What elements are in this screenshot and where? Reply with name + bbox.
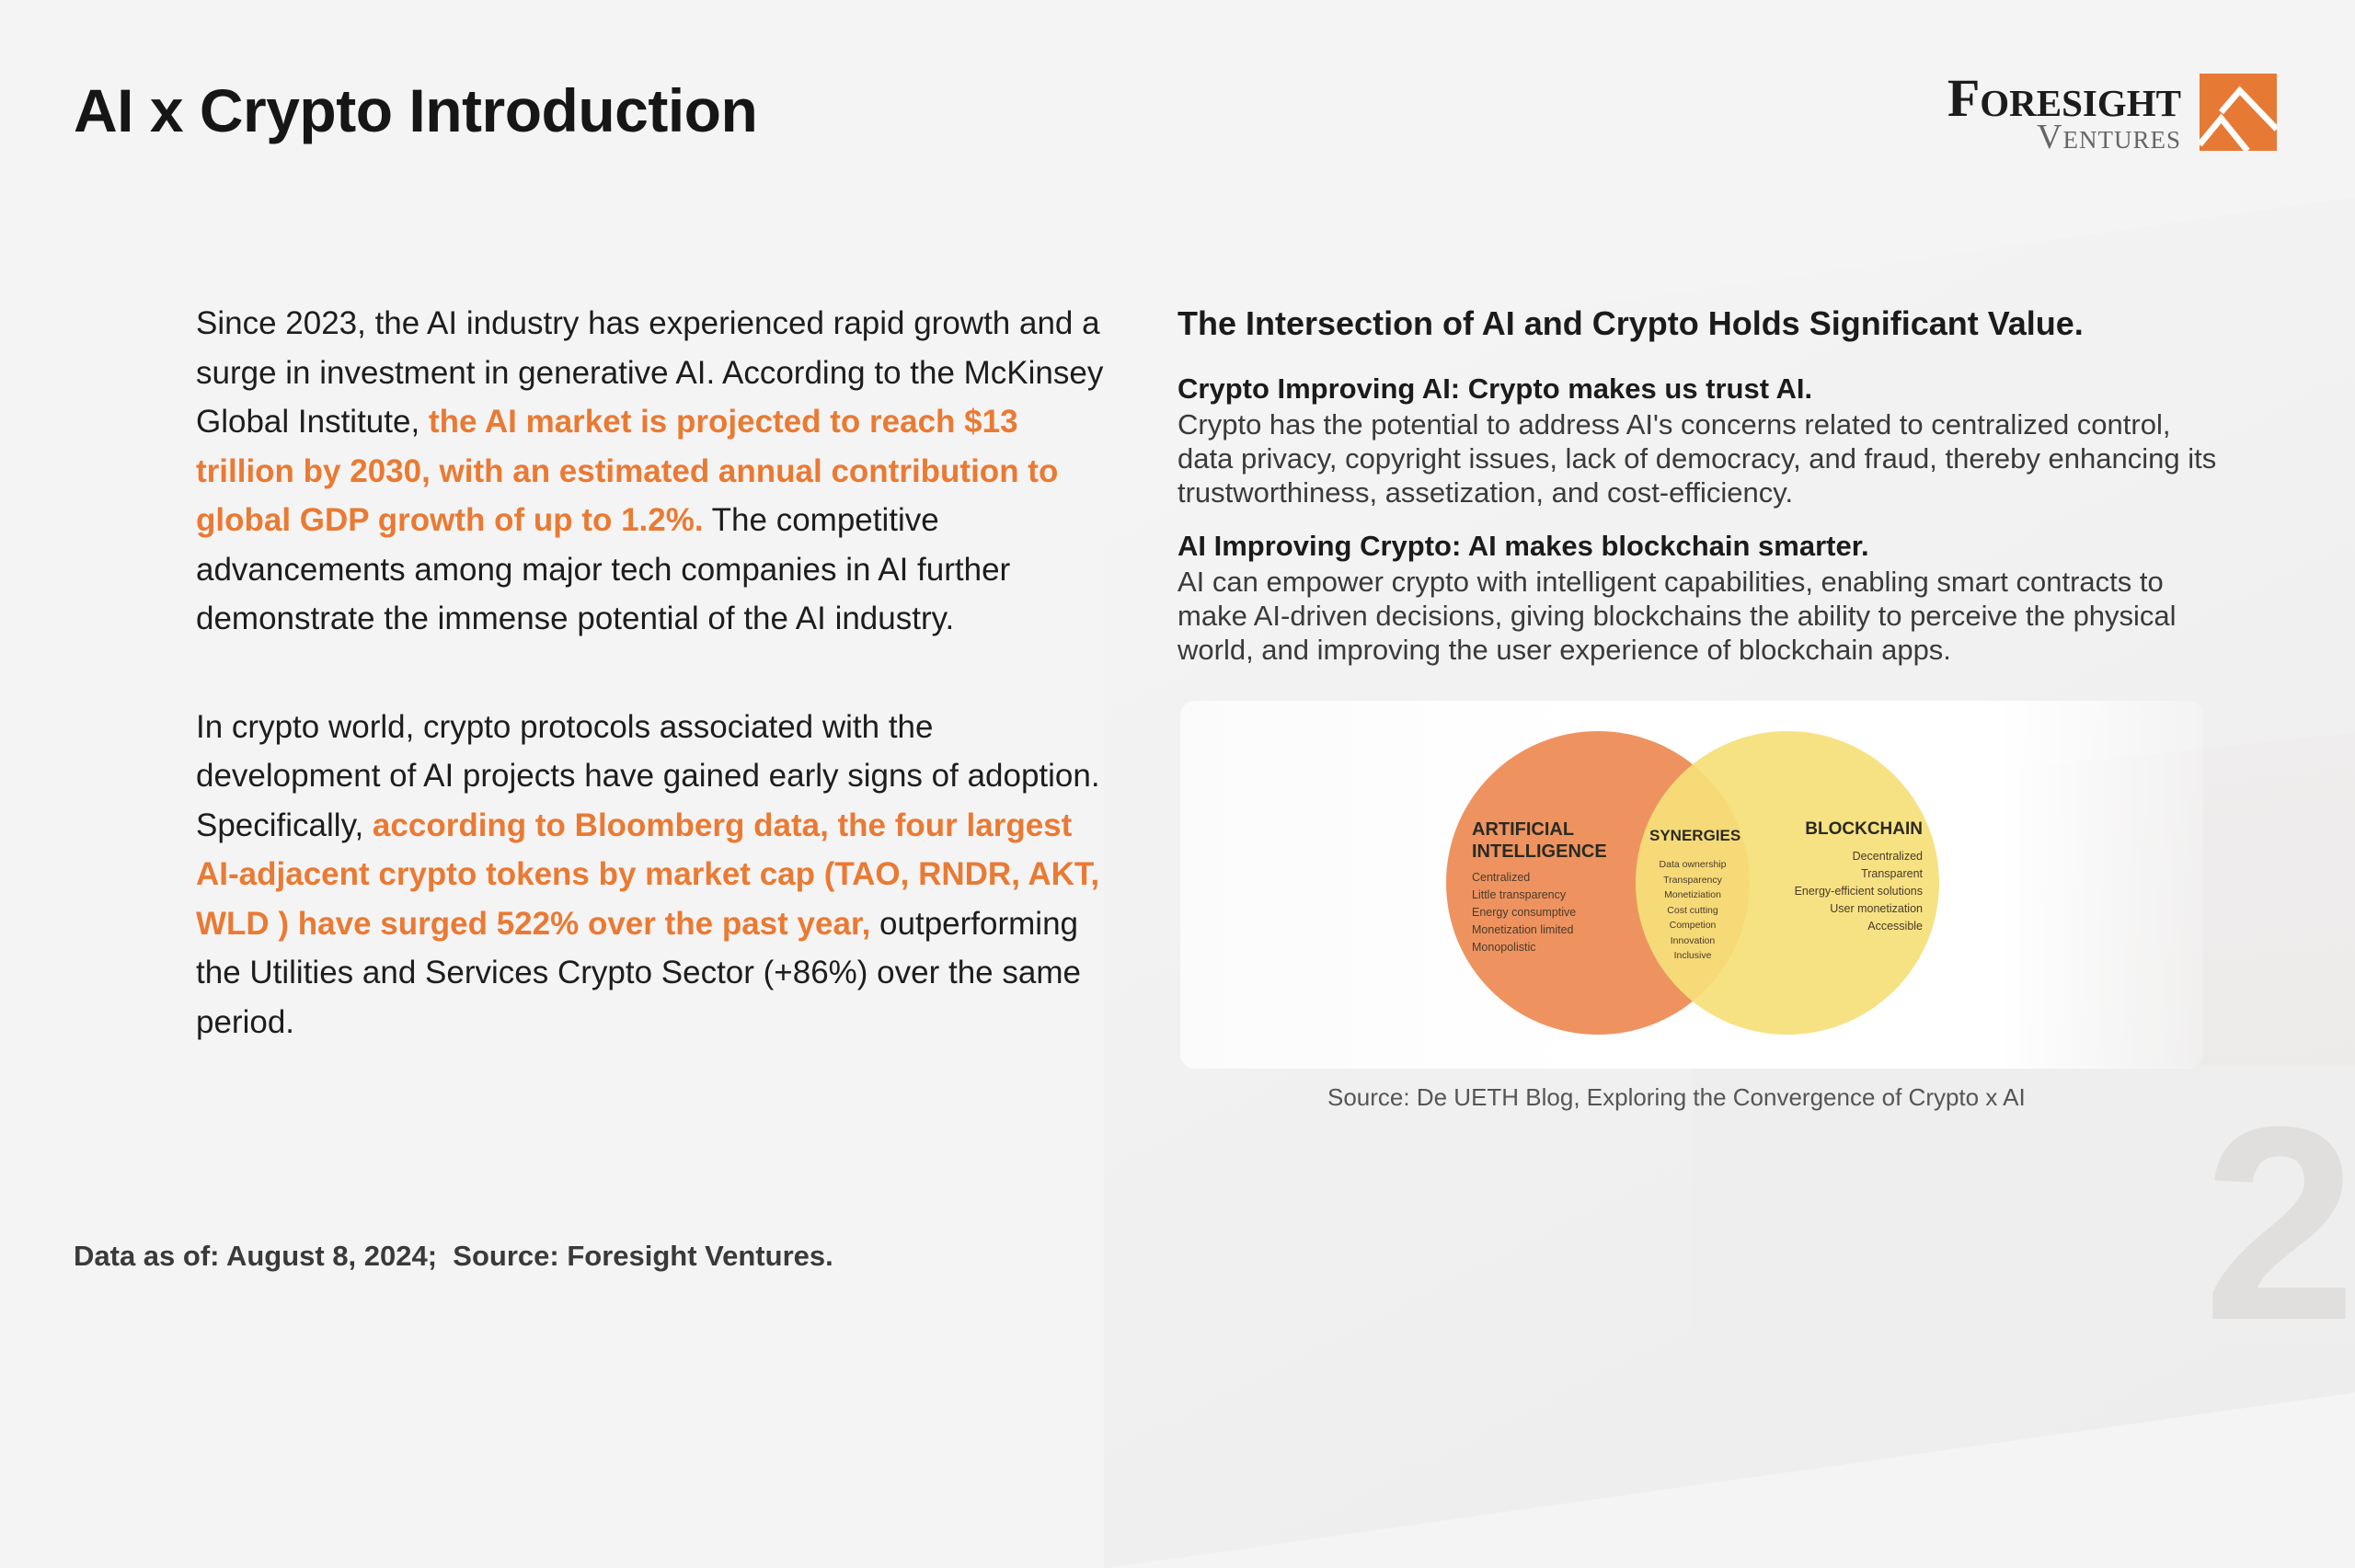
page-number: 2 [2203, 1069, 2355, 1378]
venn-synergies-list: Data ownership Transparency Monetiziatio… [1647, 857, 1739, 964]
intersection-heading: The Intersection of AI and Crypto Holds … [1178, 304, 2084, 342]
list-item: Transparency [1663, 874, 1722, 886]
section-title-ai-improving-crypto: AI Improving Crypto: AI makes blockchain… [1178, 530, 1869, 562]
list-item: Energy consumptive [1472, 906, 1577, 919]
background-shape [1693, 1067, 2355, 1343]
foresight-ventures-logo: Foresight Ventures [1913, 72, 2277, 155]
list-item: Data ownership [1659, 859, 1727, 870]
list-item: Monopolistic [1472, 941, 1536, 954]
list-item: Competion [1669, 920, 1717, 931]
venn-blockchain-title: BLOCKCHAIN [1805, 819, 1923, 839]
venn-blockchain-list: Decentralized Transparent Energy-efficie… [1748, 848, 1923, 935]
list-item: Centralized [1472, 871, 1531, 884]
list-item: Cost cutting [1667, 904, 1718, 916]
list-item: Transparent [1861, 867, 1923, 880]
list-item: Monetiziation [1664, 889, 1721, 900]
list-item: Little transparency [1472, 888, 1567, 901]
venn-ai-list: Centralized Little transparency Energy c… [1472, 869, 1576, 956]
highlight-token-growth: according to Bloomberg data, the four la… [196, 807, 1100, 942]
list-item: Decentralized [1852, 850, 1923, 863]
mountain-peaks-icon [2200, 74, 2277, 151]
logo-wordmark: Foresight [1947, 68, 2181, 128]
list-item: User monetization [1830, 902, 1923, 915]
venn-ai-title: ARTIFICIAL INTELLIGENCE [1472, 819, 1607, 862]
diagram-source-caption: Source: De UETH Blog, Exploring the Conv… [1327, 1083, 2026, 1111]
page-title: AI x Crypto Introduction [74, 76, 758, 144]
venn-circle-blockchain [1636, 731, 1939, 1035]
intro-text-column: Since 2023, the AI industry has experien… [196, 299, 1107, 1105]
venn-synergies-title: SYNERGIES [1649, 827, 1741, 844]
list-item: Innovation [1670, 934, 1716, 946]
section-body-ai-improving-crypto: AI can empower crypto with intelligent c… [1178, 566, 2177, 666]
intro-paragraph-ai: Since 2023, the AI industry has experien… [196, 305, 1104, 636]
section-body-crypto-improving-ai: Crypto has the potential to address AI's… [1178, 408, 2217, 509]
list-item: Inclusive [1673, 950, 1712, 961]
section-title-crypto-improving-ai: Crypto Improving AI: Crypto makes us tru… [1178, 372, 1813, 405]
list-item: Energy-efficient solutions [1794, 885, 1923, 898]
footer-data-source: Data as of: August 8, 2024; Source: Fore… [74, 1240, 833, 1272]
intro-paragraph-crypto: In crypto world, crypto protocols associ… [196, 708, 1100, 1040]
intersection-column: The Intersection of AI and Crypto Holds … [1178, 299, 2226, 685]
list-item: Accessible [1867, 920, 1923, 933]
highlight-ai-market: the AI market is projected to reach $13 … [196, 404, 1059, 538]
list-item: Monetization limited [1472, 923, 1574, 936]
logo-subtitle: Ventures [2037, 118, 2181, 156]
